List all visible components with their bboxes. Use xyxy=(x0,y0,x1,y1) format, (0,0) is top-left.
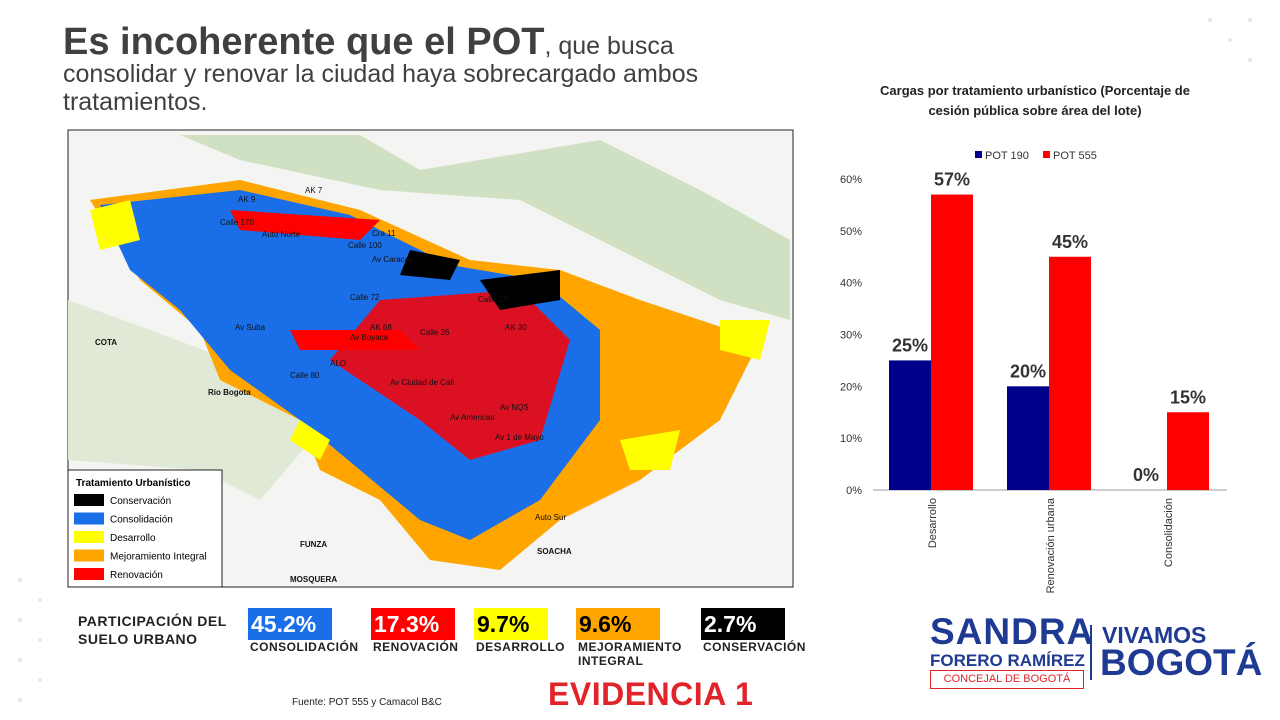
participation-value: 9.7% xyxy=(474,608,548,640)
map-place-label: Av Suba xyxy=(235,323,266,332)
participation-label: CONSOLIDACIÓN xyxy=(250,640,359,654)
participation-label: RENOVACIÓN xyxy=(373,640,459,654)
zone-conservacion xyxy=(400,250,560,310)
participation-value: 17.3% xyxy=(371,608,455,640)
map-legend-label: Mejoramiento Integral xyxy=(110,552,207,563)
map xyxy=(67,129,794,588)
y-tick-label: 0% xyxy=(846,485,862,497)
logo-party-1: VIVAMOS xyxy=(1102,622,1207,648)
bar xyxy=(931,194,973,491)
participation-value: 2.7% xyxy=(701,608,785,640)
map-legend-label: Desarrollo xyxy=(110,533,156,544)
map-place-label: Auto Sur xyxy=(535,513,566,522)
value-label: 0% xyxy=(1133,465,1159,485)
legend-swatch xyxy=(1043,151,1050,158)
source: Fuente: POT 555 y Camacol B&C xyxy=(292,697,442,708)
map-place-label: AK 7 xyxy=(305,186,323,195)
map-legend-swatch xyxy=(74,568,104,580)
map-place-label: Av Ciudad de Cali xyxy=(390,378,454,387)
map-place-label: Calle 26 xyxy=(420,328,450,337)
map-place-label: Rio Bogota xyxy=(208,388,251,397)
bar xyxy=(1007,386,1049,490)
map-place-label: ALO xyxy=(330,359,346,368)
map-legend-title: Tratamiento Urbanístico xyxy=(76,478,190,489)
legend-label: POT 190 xyxy=(985,150,1029,162)
participation-title: PARTICIPACIÓN DEL SUELO URBANO xyxy=(78,613,227,647)
value-label: 15% xyxy=(1170,387,1206,407)
participation-value: 45.2% xyxy=(248,608,332,640)
dot-pattern xyxy=(18,18,1252,702)
map-legend-swatch xyxy=(74,531,104,543)
headline: Es incoherente que el POT, que busca con… xyxy=(63,23,763,116)
map-place-label: SOACHA xyxy=(537,547,572,556)
bar xyxy=(889,360,931,490)
map-legend-swatch xyxy=(74,512,104,525)
map-place-label: MOSQUERA xyxy=(290,575,337,584)
x-tick-label: Renovación urbana xyxy=(1045,497,1057,593)
map-place-label: Av Boyaca xyxy=(350,333,389,342)
map-legend-swatch xyxy=(74,494,104,506)
participation-label: DESARROLLO xyxy=(476,640,565,654)
y-tick-label: 30% xyxy=(840,330,862,342)
headline-rest: , que busca consolidar y renovar la ciud… xyxy=(63,32,699,116)
map-place-label: Av Americas xyxy=(450,413,494,422)
map-legend-label: Consolidación xyxy=(110,515,173,526)
map-place-label: AK 68 xyxy=(370,323,392,332)
map-legend-label: Renovación xyxy=(110,570,163,581)
map-legend xyxy=(67,469,223,588)
logo-name: SANDRA xyxy=(930,611,1095,652)
y-tick-label: 10% xyxy=(840,433,862,445)
hills xyxy=(180,135,790,320)
bar xyxy=(1167,412,1209,490)
participation-label: CONSERVACIÓN xyxy=(703,640,806,654)
map-place-label: Calle 80 xyxy=(290,371,320,380)
map-place-label: Auto Norte xyxy=(262,230,301,239)
evidence: EVIDENCIA 1 xyxy=(548,676,754,712)
value-label: 25% xyxy=(892,335,928,355)
map-legend-swatch xyxy=(74,549,104,562)
map-place-label: Calle 72 xyxy=(350,293,380,302)
bar xyxy=(1049,256,1091,490)
legend-swatch xyxy=(975,151,982,158)
map-place-label: COTA xyxy=(95,338,117,347)
x-tick-label: Desarrollo xyxy=(927,498,939,548)
chart-title: Cargas por tratamiento urbanístico (Porc… xyxy=(880,83,1190,118)
map-place-label: FUNZA xyxy=(300,540,327,549)
value-label: 45% xyxy=(1052,232,1088,252)
y-tick-label: 60% xyxy=(840,174,862,186)
savanna xyxy=(68,300,320,500)
y-tick-label: 40% xyxy=(840,278,862,290)
legend-label: POT 555 xyxy=(1053,150,1097,162)
zone-renovacion-axes xyxy=(230,210,420,350)
map-place-label: AK 9 xyxy=(238,195,256,204)
logo-surname: FORERO RAMÍREZ xyxy=(930,651,1085,670)
map-place-label: Calle 13 xyxy=(478,295,508,304)
y-tick-label: 20% xyxy=(840,381,862,393)
map-place-label: Av Caracas xyxy=(372,255,413,264)
map-place-label: Cra 11 xyxy=(372,229,396,238)
map-place-label: AK 30 xyxy=(505,323,527,332)
logo-party-2: BOGOTÁ xyxy=(1100,642,1263,683)
map-place-label: Av 1 de Mayo xyxy=(495,433,544,442)
map-place-label: Av NQS xyxy=(500,403,529,412)
value-label: 20% xyxy=(1010,361,1046,381)
y-tick-label: 50% xyxy=(840,226,862,238)
value-label: 57% xyxy=(934,170,970,190)
headline-bold: Es incoherente que el POT xyxy=(63,21,545,63)
logo-role: CONCEJAL DE BOGOTÁ xyxy=(930,670,1084,689)
map-legend-label: Conservación xyxy=(110,496,171,507)
logo-divider xyxy=(1090,625,1092,680)
map-place-label: Calle 170 xyxy=(220,218,254,227)
participation-label: MEJORAMIENTO INTEGRAL xyxy=(578,640,682,668)
x-tick-label: Consolidación xyxy=(1163,498,1175,567)
map-place-label: Calle 100 xyxy=(348,241,382,250)
participation-value: 9.6% xyxy=(576,608,660,640)
